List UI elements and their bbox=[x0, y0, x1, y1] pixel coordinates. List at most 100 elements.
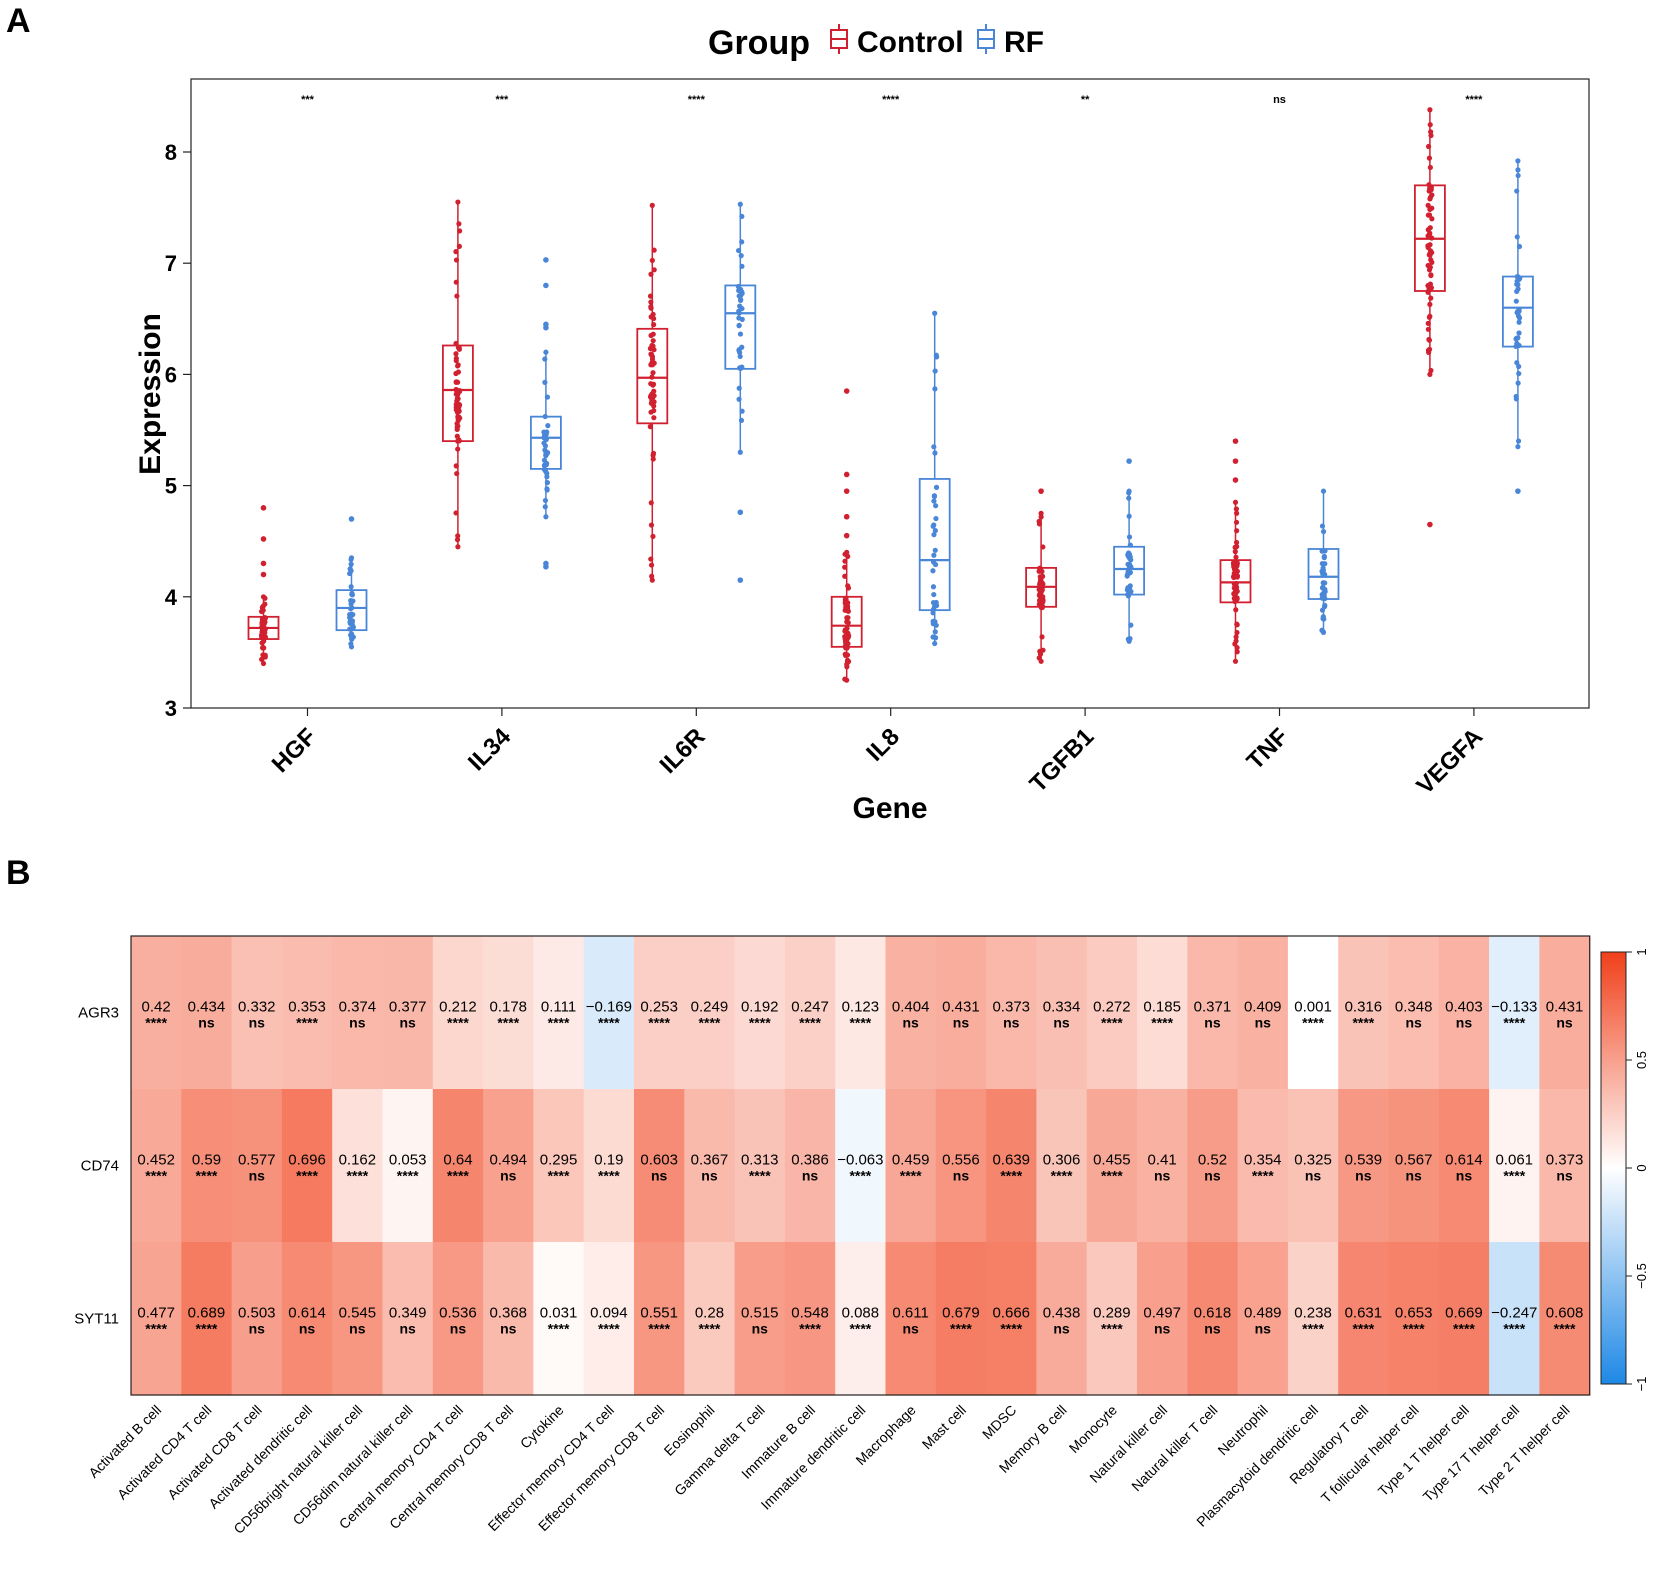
colorbar-tick-label: −1 bbox=[1634, 1377, 1649, 1392]
data-point bbox=[932, 368, 938, 374]
cell-significance: ns bbox=[1204, 1015, 1221, 1031]
cell-fill bbox=[1438, 936, 1490, 1090]
cell-fill bbox=[1287, 936, 1339, 1090]
cell-fill bbox=[835, 936, 887, 1090]
data-point bbox=[739, 316, 745, 323]
data-point bbox=[1516, 330, 1522, 336]
cell-significance: **** bbox=[145, 1168, 167, 1184]
cell-fill bbox=[483, 936, 534, 1090]
data-point bbox=[1234, 649, 1240, 655]
data-point bbox=[1425, 320, 1431, 326]
cell-fill bbox=[885, 1242, 937, 1396]
cell-value: −0.169 bbox=[586, 999, 632, 1016]
box-hgf-rf bbox=[335, 516, 368, 650]
heatmap-cell-syt11-plasmacytoid-dendritic-cell: 0.238**** bbox=[1287, 1242, 1339, 1396]
data-point bbox=[1321, 553, 1327, 559]
heatmap-cell-agr3-eosinophil: 0.249**** bbox=[684, 936, 736, 1090]
data-point bbox=[650, 331, 656, 337]
data-point bbox=[1425, 262, 1431, 269]
cell-value: 0.185 bbox=[1143, 999, 1181, 1016]
data-point bbox=[543, 451, 549, 458]
cell-fill bbox=[1137, 1089, 1188, 1243]
data-point bbox=[1320, 528, 1327, 535]
data-point bbox=[1234, 644, 1240, 651]
cell-fill bbox=[181, 936, 233, 1090]
data-point bbox=[542, 447, 548, 453]
cell-fill bbox=[483, 1089, 534, 1243]
data-point bbox=[453, 463, 459, 469]
data-point bbox=[649, 257, 655, 264]
cell-fill bbox=[231, 1089, 283, 1243]
cell-significance: **** bbox=[799, 1321, 821, 1337]
cell-value: −0.063 bbox=[837, 1152, 883, 1169]
data-point-max bbox=[1427, 107, 1433, 113]
outlier-point bbox=[843, 513, 850, 520]
cell-value: 0.653 bbox=[1395, 1305, 1433, 1322]
cell-significance: ns bbox=[1355, 1168, 1372, 1184]
cell-significance: ns bbox=[299, 1321, 316, 1337]
cell-value: 0.088 bbox=[842, 1305, 880, 1322]
heatmap-cell-syt11-type-17-t-helper-cell: −0.247**** bbox=[1489, 1242, 1540, 1396]
heatmap-cell-syt11-immature-b-cell: 0.548**** bbox=[784, 1242, 836, 1396]
cell-significance: ns bbox=[953, 1015, 970, 1031]
data-point bbox=[648, 562, 655, 568]
data-point bbox=[1038, 589, 1044, 595]
cell-value: 0.455 bbox=[1093, 1152, 1131, 1169]
data-point bbox=[1233, 539, 1240, 546]
data-point bbox=[931, 498, 937, 504]
cell-value: 0.374 bbox=[339, 999, 377, 1016]
data-point bbox=[1516, 319, 1522, 325]
heatmap-cell-syt11-immature-dendritic-cell: 0.088**** bbox=[835, 1242, 887, 1396]
outlier-point bbox=[737, 509, 744, 516]
cell-fill bbox=[1036, 1089, 1088, 1243]
data-point bbox=[1322, 561, 1328, 567]
cell-value: 0.497 bbox=[1143, 1305, 1181, 1322]
data-point bbox=[844, 619, 850, 625]
cell-value: 0.669 bbox=[1445, 1305, 1483, 1322]
data-point bbox=[1234, 629, 1240, 636]
data-point bbox=[651, 267, 657, 273]
cell-value: 0.41 bbox=[1148, 1152, 1177, 1169]
data-point-max bbox=[1515, 158, 1521, 164]
cell-significance: **** bbox=[1503, 1168, 1525, 1184]
x-tick-label-hgf: HGF bbox=[267, 723, 322, 778]
data-point bbox=[1232, 549, 1238, 555]
cell-fill bbox=[986, 1242, 1037, 1396]
data-point bbox=[931, 591, 937, 598]
cell-value: 0.631 bbox=[1345, 1305, 1383, 1322]
data-point bbox=[1514, 188, 1520, 194]
cell-fill bbox=[684, 1089, 736, 1243]
cell-value: 0.053 bbox=[389, 1152, 427, 1169]
data-point-min bbox=[455, 544, 461, 550]
cell-fill bbox=[1539, 1242, 1591, 1396]
data-point bbox=[1231, 581, 1237, 587]
cell-value: 0.403 bbox=[1445, 999, 1483, 1016]
significance-il34: *** bbox=[495, 94, 509, 106]
data-point bbox=[261, 638, 267, 644]
data-point bbox=[1427, 281, 1433, 287]
cell-fill bbox=[382, 936, 434, 1090]
cell-value: 0.679 bbox=[942, 1305, 980, 1322]
data-point bbox=[544, 470, 550, 477]
data-point bbox=[933, 352, 939, 358]
cell-significance: ns bbox=[752, 1321, 769, 1337]
box-il34-control bbox=[441, 199, 474, 550]
data-point bbox=[456, 437, 462, 443]
data-point bbox=[648, 556, 654, 562]
data-point bbox=[1233, 554, 1239, 560]
data-point bbox=[648, 362, 654, 368]
cell-significance: ns bbox=[1255, 1321, 1272, 1337]
data-point bbox=[455, 533, 461, 539]
cell-value: 0.349 bbox=[389, 1305, 427, 1322]
heatmap-cell-agr3-effector-memory-cd4-t-cell: −0.169**** bbox=[583, 936, 635, 1090]
cell-fill bbox=[432, 1242, 484, 1396]
data-point bbox=[739, 364, 745, 370]
